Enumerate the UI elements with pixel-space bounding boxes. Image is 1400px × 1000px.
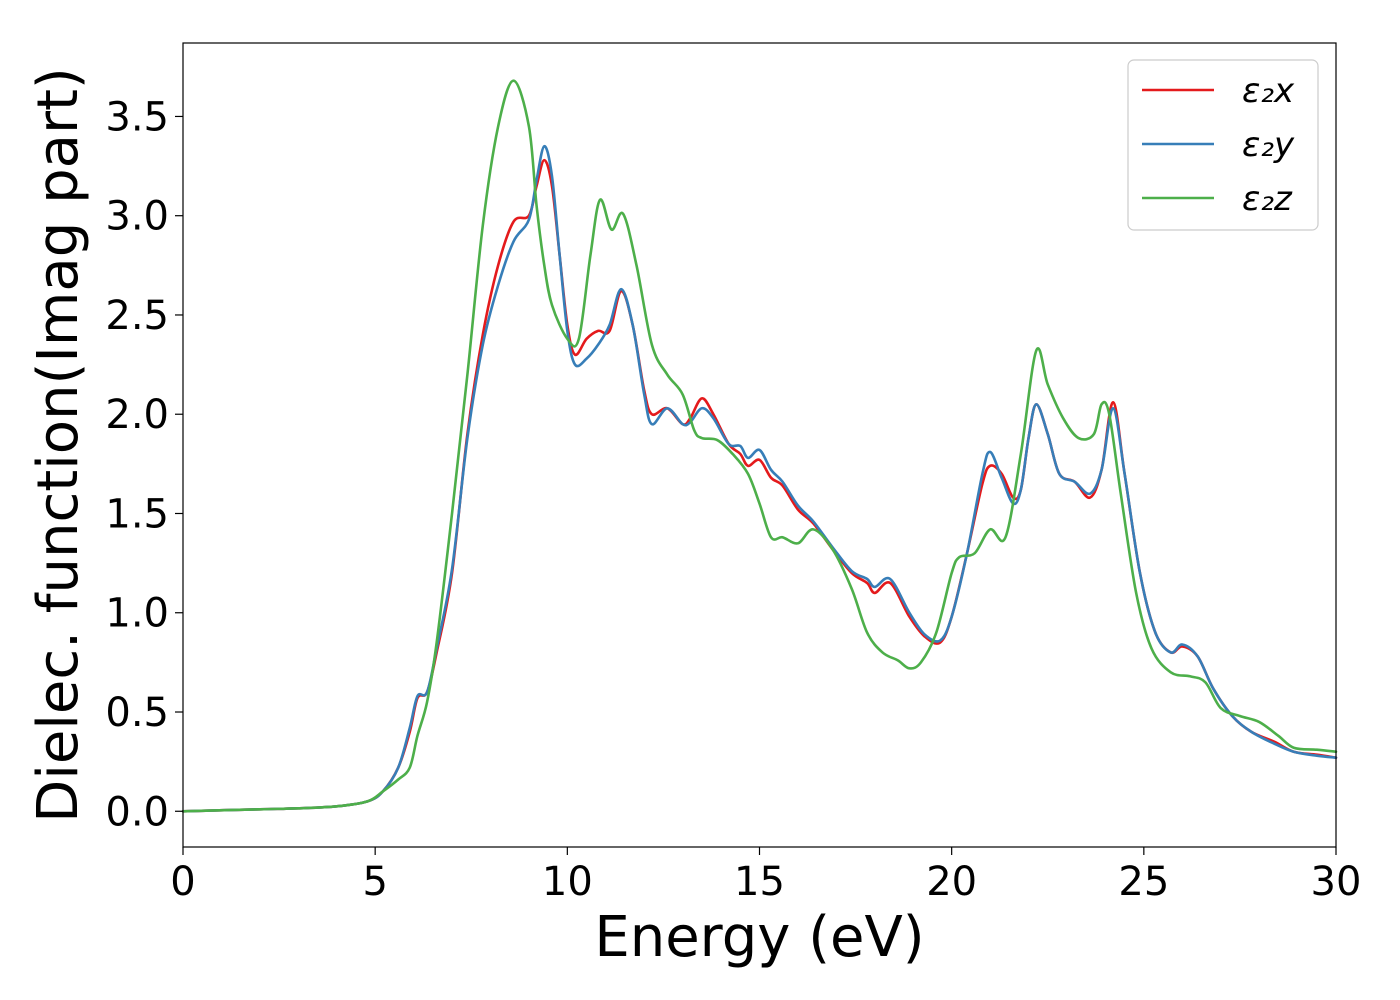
y-tick-label: 3.5	[105, 94, 169, 140]
series-line-3	[181, 79, 1338, 813]
legend-label-1: ε₂x	[1242, 71, 1295, 111]
x-axis-ticks: 0 5 10 15 20 25 30	[170, 847, 1361, 905]
y-axis-label: Dielec. function(Imag part)	[26, 67, 91, 823]
y-tick-label: 1.5	[105, 491, 169, 537]
x-tick-label: 20	[926, 859, 977, 905]
legend: ε₂x ε₂y ε₂z	[1127, 59, 1319, 231]
y-tick-label: 2.5	[105, 293, 169, 339]
x-tick-label: 30	[1311, 859, 1362, 905]
y-axis-ticks: 0.0 0.5 1.0 1.5 2.0 2.5 3.0 3.5	[105, 94, 183, 835]
x-tick-label: 5	[362, 859, 387, 905]
y-tick-label: 3.0	[105, 194, 169, 240]
series-line-2	[181, 144, 1338, 813]
x-tick-label: 10	[542, 859, 593, 905]
legend-box	[1127, 59, 1319, 231]
legend-label-2: ε₂y	[1242, 125, 1295, 165]
x-tick-label: 0	[170, 859, 195, 905]
x-tick-label: 15	[734, 859, 785, 905]
x-tick-label: 25	[1118, 859, 1169, 905]
y-tick-label: 2.0	[105, 392, 169, 438]
series-layer	[181, 79, 1338, 813]
legend-label-3: ε₂z	[1242, 179, 1293, 219]
y-tick-label: 0.0	[105, 789, 169, 835]
x-axis-label: Energy (eV)	[594, 905, 924, 970]
y-tick-label: 0.5	[105, 690, 169, 736]
y-tick-label: 1.0	[105, 591, 169, 637]
